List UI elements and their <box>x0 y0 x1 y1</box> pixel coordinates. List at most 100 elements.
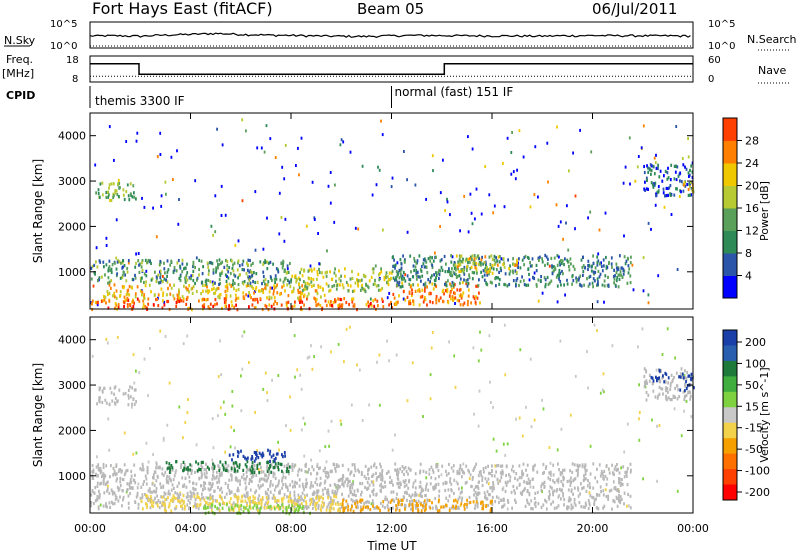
data-cell <box>613 277 616 281</box>
data-cell <box>289 494 291 498</box>
data-cell <box>210 261 213 265</box>
data-cell <box>526 463 529 467</box>
data-cell <box>258 507 260 511</box>
data-cell <box>125 189 128 194</box>
data-cell <box>563 468 566 472</box>
data-cell <box>557 480 560 484</box>
data-cell <box>587 498 590 503</box>
data-cell <box>425 470 428 474</box>
data-cell <box>602 474 605 478</box>
data-cell <box>181 258 184 262</box>
data-cell <box>285 485 287 489</box>
data-cell <box>184 280 187 284</box>
data-cell <box>132 184 135 188</box>
data-cell <box>135 252 137 256</box>
data-cell <box>510 490 513 494</box>
data-cell <box>247 456 249 460</box>
data-cell <box>608 489 611 493</box>
data-cell <box>629 281 632 285</box>
data-cell <box>687 187 690 192</box>
data-cell <box>594 279 596 283</box>
data-cell <box>367 505 369 509</box>
data-cell <box>406 178 408 182</box>
data-cell <box>507 500 510 504</box>
data-cell <box>350 470 353 474</box>
data-cell <box>488 471 490 475</box>
data-cell <box>407 472 409 476</box>
data-cell <box>269 507 272 511</box>
data-cell <box>324 271 327 275</box>
data-cell <box>591 495 593 499</box>
data-cell <box>489 269 492 273</box>
data-cell <box>306 297 308 301</box>
data-cell <box>529 261 531 265</box>
data-cell <box>205 496 208 500</box>
data-cell <box>475 187 478 191</box>
data-cell <box>563 503 565 507</box>
data-cell <box>142 482 145 486</box>
data-cell <box>323 481 326 485</box>
data-cell <box>476 271 478 275</box>
data-cell <box>570 503 573 507</box>
data-cell <box>395 469 398 473</box>
data-cell <box>338 269 340 273</box>
data-cell <box>475 284 477 288</box>
data-cell <box>119 483 122 488</box>
data-cell <box>411 292 414 296</box>
data-cell <box>212 470 215 474</box>
data-cell <box>237 239 240 243</box>
data-cell <box>219 503 221 507</box>
data-cell <box>661 376 664 380</box>
data-cell <box>115 464 118 468</box>
data-cell <box>221 497 223 501</box>
data-cell <box>436 507 438 511</box>
data-cell <box>435 295 438 299</box>
data-cell <box>281 165 284 169</box>
data-cell <box>98 496 101 500</box>
data-cell <box>553 256 556 260</box>
data-cell <box>357 281 359 285</box>
data-cell <box>644 381 647 385</box>
data-cell <box>424 297 427 301</box>
data-cell <box>570 476 572 480</box>
data-cell <box>589 486 591 490</box>
data-cell <box>191 469 193 473</box>
data-cell <box>570 489 573 494</box>
data-cell <box>349 479 351 483</box>
y-tick-label: 1000 <box>58 266 86 279</box>
data-cell <box>541 398 543 402</box>
data-cell <box>476 502 479 506</box>
data-cell <box>269 449 272 453</box>
data-cell <box>186 503 189 507</box>
data-cell <box>267 460 269 464</box>
data-cell <box>460 499 463 503</box>
data-cell <box>329 171 332 174</box>
data-cell <box>496 259 499 263</box>
data-cell <box>613 281 615 285</box>
data-cell <box>189 490 192 494</box>
data-cell <box>401 498 404 502</box>
data-cell <box>458 288 461 292</box>
data-cell <box>478 278 480 282</box>
data-cell <box>489 493 491 497</box>
data-cell <box>327 471 330 475</box>
data-cell <box>689 168 691 172</box>
data-cell <box>106 505 108 509</box>
data-cell <box>333 271 336 275</box>
data-cell <box>165 497 168 501</box>
data-cell <box>282 263 284 267</box>
data-cell <box>557 462 559 466</box>
data-cell <box>211 287 213 291</box>
data-cell <box>225 258 227 263</box>
data-cell <box>533 496 536 501</box>
data-cell <box>604 211 607 215</box>
data-cell <box>556 478 558 483</box>
data-cell <box>285 271 288 275</box>
data-cell <box>356 488 359 492</box>
data-cell <box>464 481 467 485</box>
data-cell <box>191 494 193 498</box>
data-cell <box>560 259 562 263</box>
data-cell <box>289 497 292 501</box>
data-cell <box>541 291 544 295</box>
data-cell <box>646 381 648 385</box>
